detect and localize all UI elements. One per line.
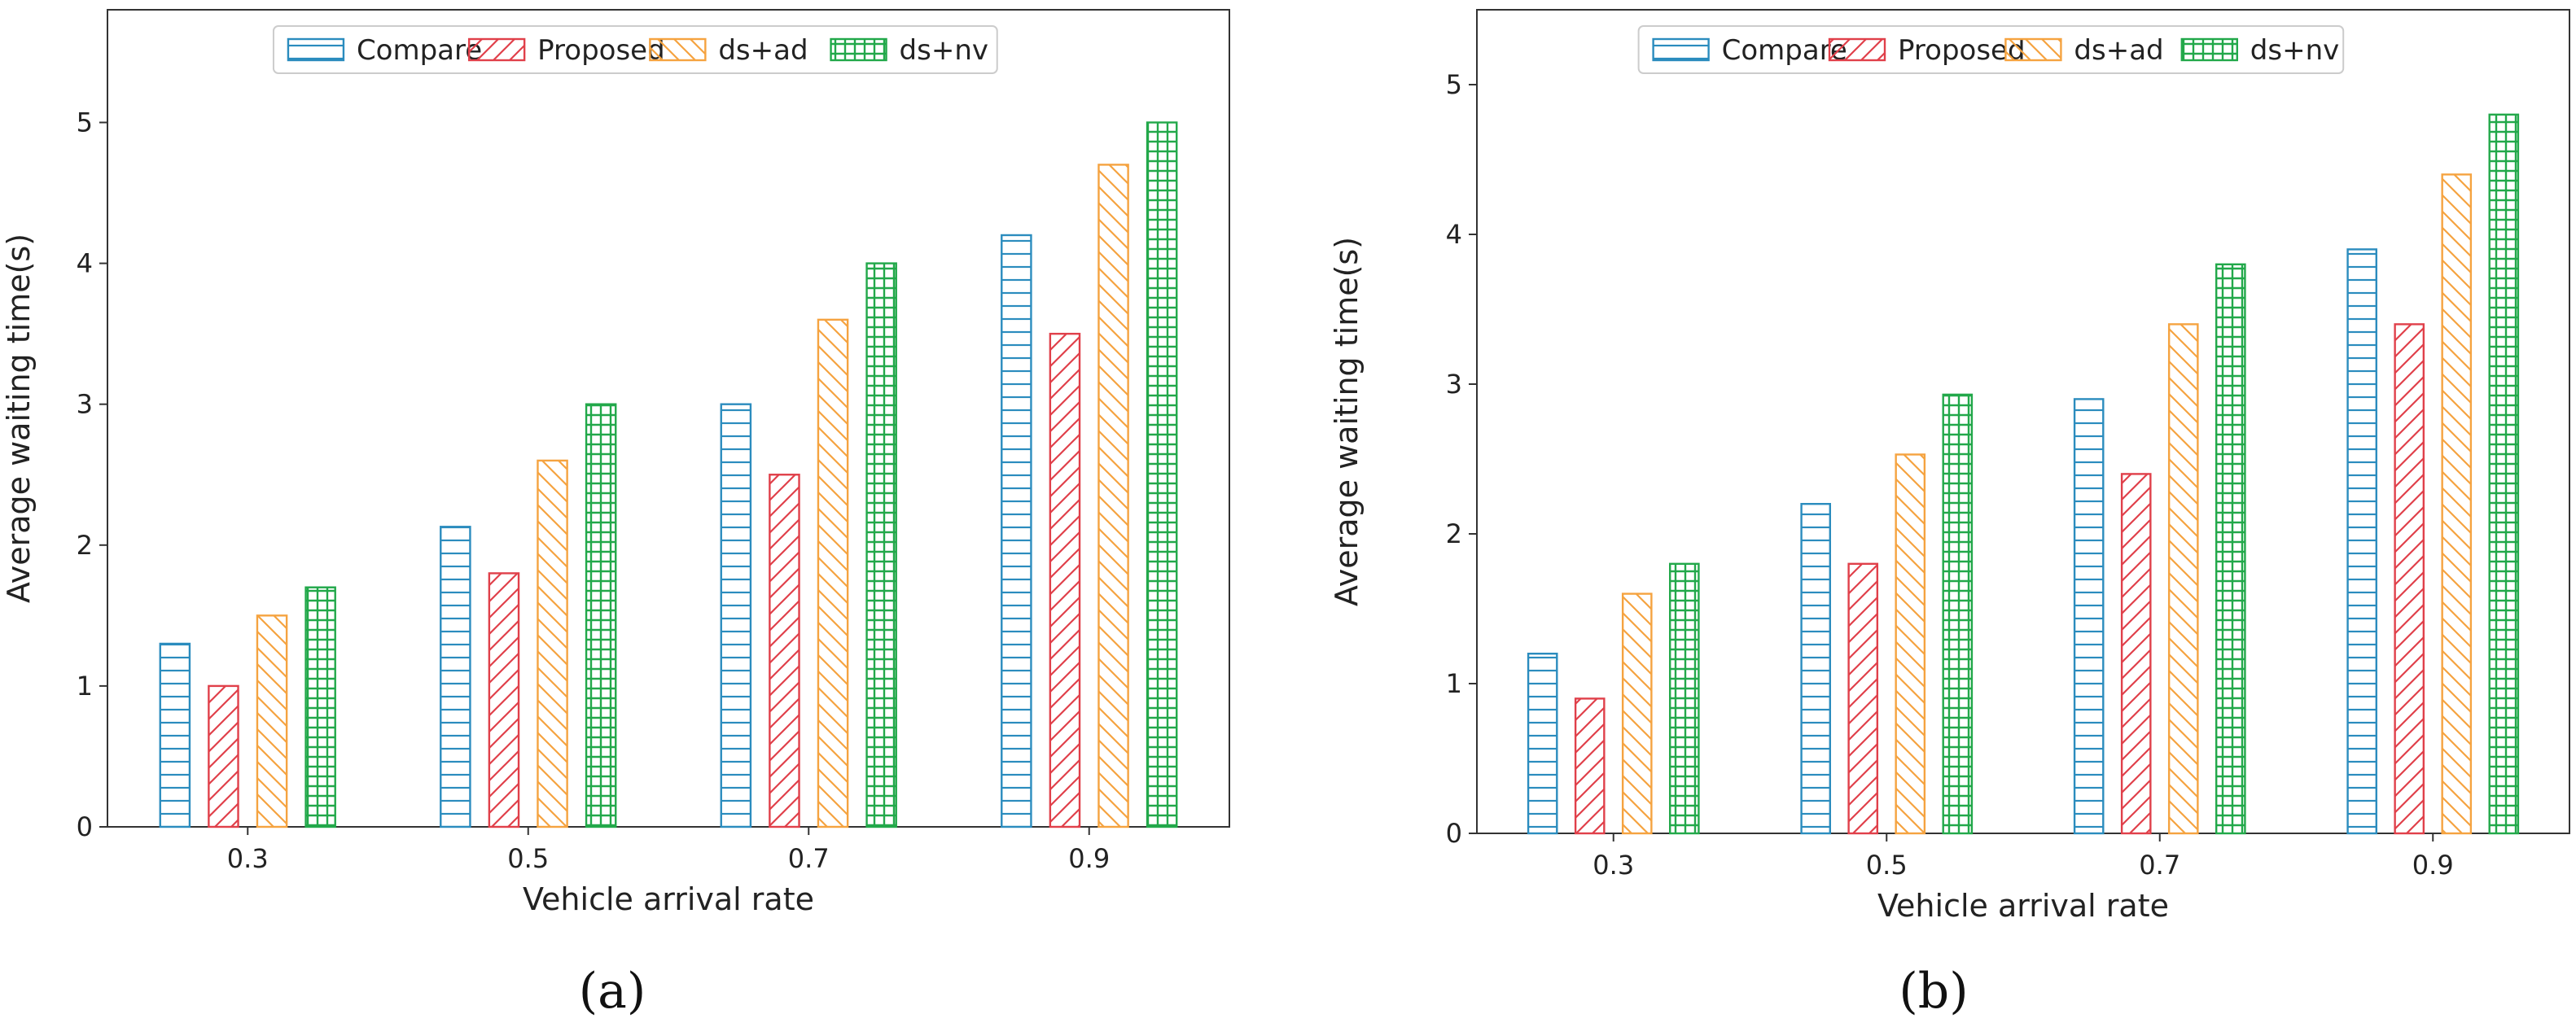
legend-swatch-proposed xyxy=(1828,37,1886,62)
x-tick-label: 0.9 xyxy=(1068,843,1110,874)
plot-area-frame xyxy=(1476,9,2570,834)
bar-compare-0-9 xyxy=(2346,248,2378,835)
legend-swatch-compare xyxy=(287,37,345,62)
x-tick-label: 0.5 xyxy=(1866,850,1908,881)
bar-compare-0-7 xyxy=(2073,398,2105,835)
bar-ds-ad-0-3 xyxy=(1621,592,1653,835)
y-axis-title: Average waiting time(s) xyxy=(1329,237,1365,606)
y-tick-label: 0 xyxy=(1446,818,1462,849)
legend-label-compare: Compare xyxy=(1722,34,1847,67)
bar-ds-ad-0-5 xyxy=(537,459,568,828)
legend-box xyxy=(272,25,998,74)
y-tick-label: 3 xyxy=(1446,369,1462,400)
chart-panel-a: 0 1 2 3 4 5 0.3 0.5 0.7 0.9 Vehicle arrival rate Av… xyxy=(1,9,1230,1020)
legend-label-proposed: Proposed xyxy=(537,34,665,67)
bar-ds-nv-0-9 xyxy=(2488,113,2520,835)
bar-ds-ad-0-7 xyxy=(817,318,849,828)
legend-swatch-ds-nv xyxy=(830,37,887,62)
bar-ds-ad-0-7 xyxy=(2167,323,2199,835)
bar-ds-nv-0-7 xyxy=(865,262,897,828)
bar-proposed-0-5 xyxy=(1847,562,1879,835)
legend-swatch-ds-ad xyxy=(2004,37,2062,62)
plot-area-frame xyxy=(107,9,1230,828)
bar-proposed-0-3 xyxy=(1574,697,1606,835)
x-tick-label: 0.3 xyxy=(1592,850,1634,881)
bar-proposed-0-5 xyxy=(488,572,520,828)
y-tick-label: 4 xyxy=(1446,219,1462,250)
legend-swatch-proposed xyxy=(467,37,526,62)
y-tick-label: 0 xyxy=(77,811,93,842)
bar-proposed-0-9 xyxy=(2394,323,2425,835)
bar-compare-0-3 xyxy=(159,642,191,828)
x-tick-label: 0.7 xyxy=(2139,850,2180,881)
bar-proposed-0-7 xyxy=(2120,473,2152,835)
bar-compare-0-9 xyxy=(1001,234,1032,828)
y-tick-label: 3 xyxy=(77,389,93,420)
legend-label-ds-ad: ds+ad xyxy=(718,34,808,67)
x-tick-label: 0.7 xyxy=(788,843,830,874)
bar-ds-ad-0-5 xyxy=(1895,453,1926,835)
y-tick-label: 5 xyxy=(77,107,93,138)
y-tick-label: 2 xyxy=(1446,518,1462,549)
legend-label-proposed: Proposed xyxy=(1898,34,2026,67)
legend-swatch-ds-ad xyxy=(649,37,707,62)
legend-label-ds-nv: ds+nv xyxy=(900,34,988,67)
y-axis-title: Average waiting time(s) xyxy=(1,234,37,603)
bar-compare-0-7 xyxy=(720,403,752,828)
y-tick-label: 1 xyxy=(1446,668,1462,699)
bar-ds-nv-0-5 xyxy=(585,403,617,828)
panel-label: (b) xyxy=(1899,963,1968,1020)
x-axis-title: Vehicle arrival rate xyxy=(523,881,814,917)
legend-swatch-ds-nv xyxy=(2180,37,2239,62)
bar-ds-nv-0-3 xyxy=(1668,562,1700,835)
chart-panel-b: 0 1 2 3 4 5 0.3 0.5 0.7 0.9 Vehicle arrival rate Av… xyxy=(1329,9,2570,1020)
y-tick-label: 5 xyxy=(1446,69,1462,100)
bar-ds-nv-0-3 xyxy=(304,586,336,828)
y-tick-label: 2 xyxy=(77,530,93,561)
x-tick-label: 0.5 xyxy=(507,843,549,874)
x-tick-label: 0.3 xyxy=(227,843,269,874)
x-tick-label: 0.9 xyxy=(2412,850,2454,881)
bar-compare-0-5 xyxy=(1800,503,1832,835)
legend-swatch-compare xyxy=(1652,37,1710,62)
bar-proposed-0-7 xyxy=(769,474,800,828)
bar-proposed-0-9 xyxy=(1049,332,1081,828)
legend-label-ds-ad: ds+ad xyxy=(2074,34,2163,67)
bar-ds-nv-0-9 xyxy=(1146,121,1178,828)
bar-proposed-0-3 xyxy=(208,684,239,828)
legend-label-ds-nv: ds+nv xyxy=(2250,34,2339,67)
x-axis-title: Vehicle arrival rate xyxy=(1877,888,2169,924)
panel-label: (a) xyxy=(579,963,646,1020)
y-tick-label: 4 xyxy=(77,248,93,279)
bar-compare-0-3 xyxy=(1527,653,1558,835)
bar-ds-ad-0-9 xyxy=(1097,164,1129,828)
bar-ds-ad-0-3 xyxy=(256,614,288,828)
legend-label-compare: Compare xyxy=(357,34,482,67)
bar-ds-nv-0-7 xyxy=(2215,263,2246,835)
legend-box xyxy=(1637,25,2345,74)
y-tick-label: 1 xyxy=(77,671,93,702)
bar-ds-ad-0-9 xyxy=(2441,173,2473,835)
bar-compare-0-5 xyxy=(440,526,471,828)
bar-ds-nv-0-5 xyxy=(1942,393,1974,835)
